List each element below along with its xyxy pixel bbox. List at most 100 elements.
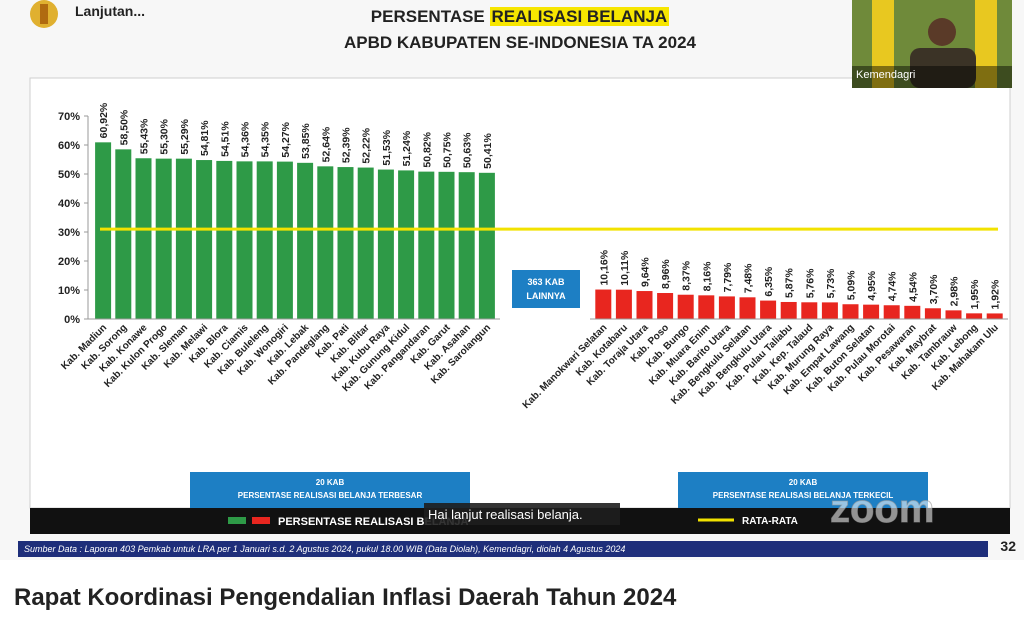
value-label: 51,24% xyxy=(401,130,413,166)
bar xyxy=(398,170,415,319)
bar xyxy=(801,302,818,319)
bar xyxy=(196,160,213,319)
participant-name: Kemendagri xyxy=(856,69,915,81)
value-label: 4,74% xyxy=(887,271,899,301)
value-label: 2,98% xyxy=(949,276,961,306)
title: PERSENTASE REALISASI BELANJA APBD KABUPA… xyxy=(300,4,740,56)
bar xyxy=(337,167,354,319)
bar xyxy=(883,305,900,319)
value-label: 10,11% xyxy=(619,250,631,286)
caption: Rapat Koordinasi Pengendalian Inflasi Da… xyxy=(14,584,677,611)
value-label: 7,48% xyxy=(743,263,755,293)
value-label: 5,87% xyxy=(784,268,796,298)
bar xyxy=(966,313,983,319)
value-label: 8,37% xyxy=(681,260,693,290)
value-label: 54,81% xyxy=(199,120,211,156)
source: Sumber Data : Laporan 403 Pemkab untuk L… xyxy=(24,544,625,554)
value-label: 9,64% xyxy=(640,257,652,287)
value-label: 54,36% xyxy=(240,121,252,157)
title-text: PERSENTASE xyxy=(370,7,485,26)
source-strip xyxy=(18,541,988,557)
bar xyxy=(256,161,273,319)
bar xyxy=(297,162,314,319)
bar xyxy=(615,289,632,319)
value-label: 6,35% xyxy=(763,266,775,296)
bar xyxy=(904,305,921,319)
value-label: 54,27% xyxy=(280,121,292,157)
value-label: 1,95% xyxy=(969,279,981,309)
y-tick-label: 10% xyxy=(58,285,80,297)
y-tick-label: 60% xyxy=(58,140,80,152)
y-tick-label: 40% xyxy=(58,198,80,210)
bar xyxy=(986,313,1003,319)
legend-swatch xyxy=(252,517,270,524)
value-label: 8,16% xyxy=(701,261,713,291)
value-label: 52,64% xyxy=(320,126,332,162)
bar xyxy=(458,172,475,319)
gap-box xyxy=(512,270,580,308)
logo xyxy=(30,0,58,28)
value-label: 54,35% xyxy=(260,121,272,157)
bar xyxy=(780,301,797,319)
value-label: 5,73% xyxy=(825,268,837,298)
bar xyxy=(760,300,777,319)
value-label: 4,54% xyxy=(907,271,919,301)
y-tick-label: 50% xyxy=(58,169,80,181)
bar xyxy=(317,166,334,319)
value-label: 10,16% xyxy=(598,249,610,285)
gap-label: LAINNYA xyxy=(526,291,566,301)
value-label: 3,70% xyxy=(928,274,940,304)
page-number: 32 xyxy=(1000,538,1016,554)
bar xyxy=(135,158,152,319)
value-label: 8,96% xyxy=(660,259,672,289)
subtitle: APBD KABUPATEN SE-INDONESIA TA 2024 xyxy=(343,33,696,52)
value-label: 4,95% xyxy=(866,270,878,300)
bar xyxy=(216,160,233,319)
bar xyxy=(924,308,941,319)
value-label: 55,43% xyxy=(139,118,151,154)
bar xyxy=(595,289,612,319)
group-label: 20 KAB xyxy=(789,478,818,487)
bar xyxy=(718,296,735,319)
value-label: 50,75% xyxy=(442,132,454,168)
group-label: PERSENTASE REALISASI BELANJA TERKECIL xyxy=(713,491,894,500)
legend-label: PERSENTASE REALISASI BELANJA xyxy=(278,516,469,528)
gap-label: 363 KAB xyxy=(527,277,565,287)
value-label: 7,79% xyxy=(722,262,734,292)
value-label: 58,50% xyxy=(118,109,130,145)
title-highlight: REALISASI BELANJA xyxy=(489,7,670,26)
bar xyxy=(438,171,455,319)
bar xyxy=(677,294,694,319)
header-label: Lanjutan... xyxy=(75,3,145,19)
video-subtitle: Hai lanjut realisasi belanja. xyxy=(428,507,583,522)
value-label: 54,51% xyxy=(219,121,231,157)
legend-label: RATA-RATA xyxy=(742,516,798,527)
y-tick-label: 0% xyxy=(64,314,80,326)
value-label: 55,29% xyxy=(179,118,191,154)
bar xyxy=(175,158,192,319)
value-label: 1,92% xyxy=(990,279,1002,309)
group-label: 20 KAB xyxy=(316,478,345,487)
group-label: PERSENTASE REALISASI BELANJA TERBESAR xyxy=(238,491,423,500)
value-label: 50,82% xyxy=(421,131,433,167)
value-label: 50,63% xyxy=(462,132,474,168)
bar xyxy=(636,291,653,319)
value-label: 53,85% xyxy=(300,123,312,159)
bar xyxy=(698,295,715,319)
value-label: 50,41% xyxy=(482,133,494,169)
bar xyxy=(739,297,756,319)
value-label: 55,30% xyxy=(159,118,171,154)
subtitle-bg xyxy=(424,503,620,525)
group-box xyxy=(190,472,470,508)
value-label: 60,92% xyxy=(98,102,110,138)
bar xyxy=(945,310,962,319)
watermark: zoom xyxy=(830,487,934,531)
y-tick-label: 20% xyxy=(58,256,80,268)
y-tick-label: 70% xyxy=(58,111,80,123)
value-label: 5,09% xyxy=(846,270,858,300)
bar xyxy=(115,149,132,319)
bar xyxy=(821,302,838,319)
bar xyxy=(863,304,880,319)
